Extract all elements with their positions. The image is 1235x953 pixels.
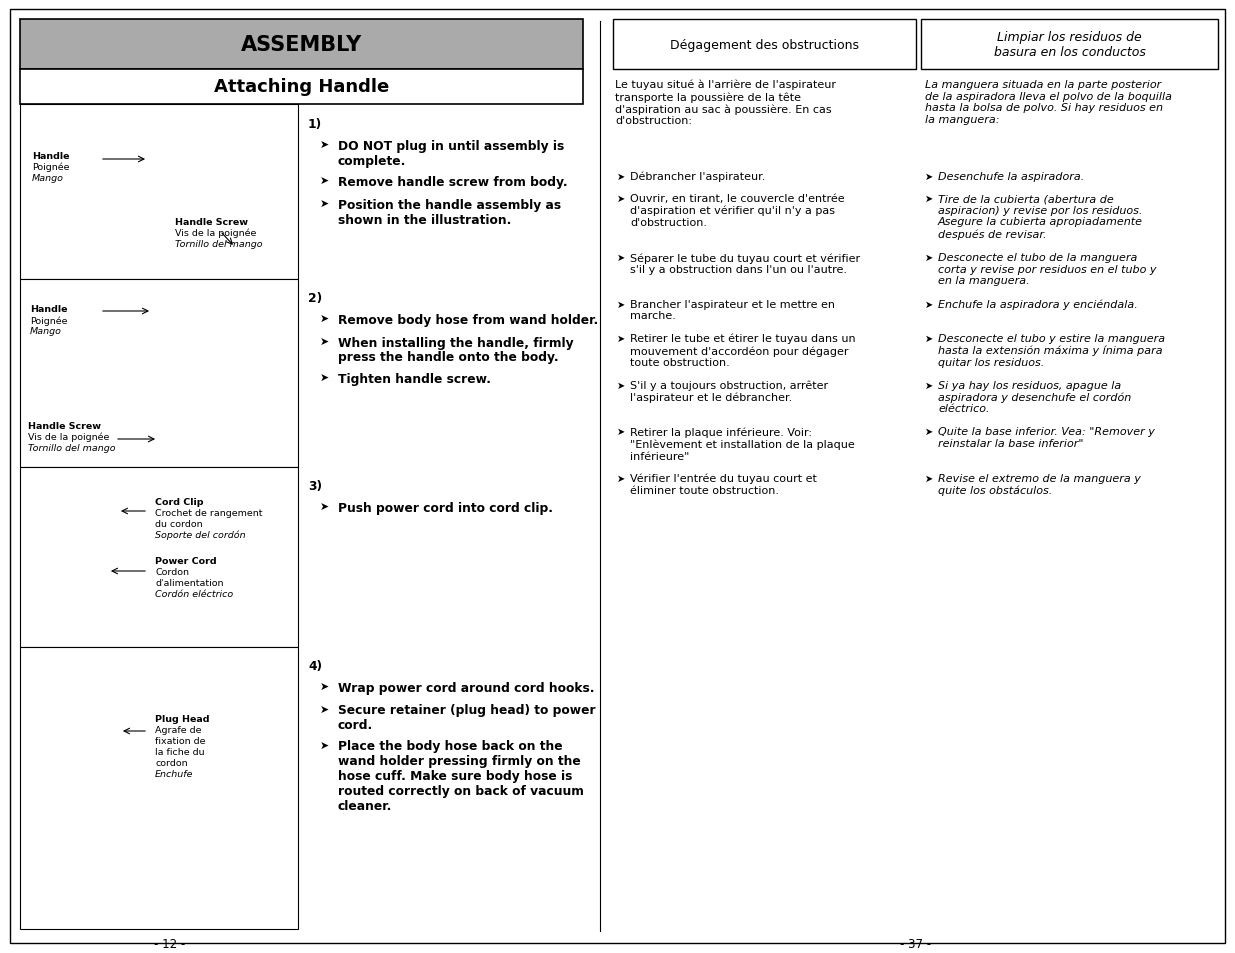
Text: ➤: ➤ (925, 299, 934, 310)
Text: ➤: ➤ (925, 334, 934, 344)
Text: ➤: ➤ (320, 336, 329, 346)
Text: ➤: ➤ (618, 427, 625, 436)
Text: Secure retainer (plug head) to power
cord.: Secure retainer (plug head) to power cor… (338, 703, 595, 732)
Text: ➤: ➤ (618, 474, 625, 483)
Text: ➤: ➤ (925, 172, 934, 182)
Text: Tighten handle screw.: Tighten handle screw. (338, 372, 492, 385)
Text: Crochet de rangement: Crochet de rangement (156, 509, 263, 517)
Text: Remove handle screw from body.: Remove handle screw from body. (338, 175, 568, 189)
Text: Agrafe de: Agrafe de (156, 725, 201, 734)
Text: ➤: ➤ (618, 380, 625, 390)
Text: Ouvrir, en tirant, le couvercle d'entrée
d'aspiration et vérifier qu'il n'y a pa: Ouvrir, en tirant, le couvercle d'entrée… (630, 194, 845, 228)
Text: ➤: ➤ (320, 681, 329, 691)
Text: Push power cord into cord clip.: Push power cord into cord clip. (338, 501, 553, 515)
Text: - 12 -: - 12 - (154, 937, 185, 950)
Text: La manguera situada en la parte posterior
de la aspiradora lleva el polvo de la : La manguera situada en la parte posterio… (925, 80, 1172, 125)
FancyBboxPatch shape (20, 647, 298, 929)
Text: cordon: cordon (156, 759, 188, 767)
Text: du cordon: du cordon (156, 519, 203, 529)
Text: ➤: ➤ (618, 194, 625, 204)
Text: Cord Clip: Cord Clip (156, 497, 204, 506)
Text: DO NOT plug in until assembly is
complete.: DO NOT plug in until assembly is complet… (338, 140, 564, 168)
Text: ➤: ➤ (320, 140, 329, 150)
Text: Séparer le tube du tuyau court et vérifier
s'il y a obstruction dans l'un ou l'a: Séparer le tube du tuyau court et vérifi… (630, 253, 860, 274)
Text: ➤: ➤ (618, 334, 625, 344)
Text: ➤: ➤ (925, 474, 934, 483)
Text: 3): 3) (308, 479, 322, 493)
Text: ➤: ➤ (925, 194, 934, 204)
FancyBboxPatch shape (20, 20, 583, 70)
Text: Desconecte el tubo y estire la manguera
hasta la extensión máxima y ínima para
q: Desconecte el tubo y estire la manguera … (939, 334, 1165, 368)
Text: Power Cord: Power Cord (156, 557, 216, 565)
Text: Position the handle assembly as
shown in the illustration.: Position the handle assembly as shown in… (338, 198, 561, 226)
Text: ➤: ➤ (618, 253, 625, 263)
FancyBboxPatch shape (613, 20, 916, 70)
Text: ASSEMBLY: ASSEMBLY (241, 35, 363, 55)
Text: Brancher l'aspirateur et le mettre en
marche.: Brancher l'aspirateur et le mettre en ma… (630, 299, 835, 321)
Text: ➤: ➤ (320, 372, 329, 382)
Text: Quite la base inferior. Vea: "Remover y
reinstalar la base inferior": Quite la base inferior. Vea: "Remover y … (939, 427, 1155, 448)
Text: Débrancher l'aspirateur.: Débrancher l'aspirateur. (630, 172, 766, 182)
Text: Le tuyau situé à l'arrière de l'aspirateur
transporte la poussière de la tête
d': Le tuyau situé à l'arrière de l'aspirate… (615, 80, 836, 127)
Text: ➤: ➤ (925, 253, 934, 263)
Text: Soporte del cordón: Soporte del cordón (156, 531, 246, 540)
Text: ➤: ➤ (320, 175, 329, 186)
Text: ➤: ➤ (925, 380, 934, 390)
Text: S'il y a toujours obstruction, arrêter
l'aspirateur et le débrancher.: S'il y a toujours obstruction, arrêter l… (630, 380, 829, 403)
Text: Handle: Handle (32, 152, 69, 161)
Text: Handle Screw: Handle Screw (28, 421, 101, 431)
FancyBboxPatch shape (20, 468, 298, 647)
FancyBboxPatch shape (921, 20, 1218, 70)
Text: 1): 1) (308, 118, 322, 131)
Text: When installing the handle, firmly
press the handle onto the body.: When installing the handle, firmly press… (338, 336, 573, 364)
FancyBboxPatch shape (20, 280, 298, 468)
Text: Tornillo del mango: Tornillo del mango (28, 443, 116, 453)
Text: Poignée: Poignée (30, 315, 68, 325)
Text: ➤: ➤ (618, 172, 625, 182)
Text: ➤: ➤ (320, 501, 329, 512)
Text: ➤: ➤ (618, 299, 625, 310)
Text: fixation de: fixation de (156, 737, 205, 745)
Text: Vis de la poignée: Vis de la poignée (28, 433, 110, 442)
Text: Vérifier l'entrée du tuyau court et
éliminer toute obstruction.: Vérifier l'entrée du tuyau court et élim… (630, 474, 816, 496)
Text: Si ya hay los residuos, apague la
aspiradora y desenchufe el cordón
eléctrico.: Si ya hay los residuos, apague la aspira… (939, 380, 1131, 414)
Text: Cordón eléctrico: Cordón eléctrico (156, 589, 233, 598)
FancyBboxPatch shape (20, 105, 298, 280)
Text: Enchufe: Enchufe (156, 769, 194, 779)
Text: Mango: Mango (30, 327, 62, 335)
Text: 4): 4) (308, 659, 322, 672)
Text: d'alimentation: d'alimentation (156, 578, 224, 587)
Text: Retirer la plaque inférieure. Voir:
"Enlèvement et installation de la plaque
inf: Retirer la plaque inférieure. Voir: "Enl… (630, 427, 855, 461)
Text: ➤: ➤ (925, 427, 934, 436)
Text: Revise el extremo de la manguera y
quite los obstáculos.: Revise el extremo de la manguera y quite… (939, 474, 1141, 496)
Text: Mango: Mango (32, 173, 64, 183)
Text: Tire de la cubierta (abertura de
aspiracion) y revise por los residuos.
Asegure : Tire de la cubierta (abertura de aspirac… (939, 194, 1144, 239)
FancyBboxPatch shape (20, 70, 583, 105)
Text: Place the body hose back on the
wand holder pressing firmly on the
hose cuff. Ma: Place the body hose back on the wand hol… (338, 740, 584, 813)
Text: Handle: Handle (30, 305, 68, 314)
Text: ➤: ➤ (320, 314, 329, 324)
Text: Attaching Handle: Attaching Handle (215, 78, 389, 96)
Text: Handle Screw: Handle Screw (175, 218, 248, 227)
FancyBboxPatch shape (10, 10, 1225, 943)
Text: Poignée: Poignée (32, 163, 69, 172)
Text: Limpiar los residuos de
basura en los conductos: Limpiar los residuos de basura en los co… (994, 30, 1145, 59)
Text: Vis de la poignée: Vis de la poignée (175, 229, 257, 238)
Text: Dégagement des obstructions: Dégagement des obstructions (671, 38, 860, 51)
Text: Plug Head: Plug Head (156, 714, 210, 723)
Text: Enchufe la aspiradora y enciéndala.: Enchufe la aspiradora y enciéndala. (939, 299, 1137, 310)
Text: Wrap power cord around cord hooks.: Wrap power cord around cord hooks. (338, 681, 594, 695)
Text: Tornillo del mango: Tornillo del mango (175, 240, 263, 249)
Text: Cordon: Cordon (156, 567, 189, 577)
Text: 2): 2) (308, 292, 322, 305)
Text: ➤: ➤ (320, 198, 329, 209)
Text: ➤: ➤ (320, 740, 329, 750)
Text: ➤: ➤ (320, 703, 329, 714)
Text: Remove body hose from wand holder.: Remove body hose from wand holder. (338, 314, 598, 327)
Text: Desenchufe la aspiradora.: Desenchufe la aspiradora. (939, 172, 1084, 182)
Text: Retirer le tube et étirer le tuyau dans un
mouvement d'accordéon pour dégager
to: Retirer le tube et étirer le tuyau dans … (630, 334, 856, 368)
Text: - 37 -: - 37 - (900, 937, 931, 950)
Text: Desconecte el tubo de la manguera
corta y revise por residuos en el tubo y
en la: Desconecte el tubo de la manguera corta … (939, 253, 1156, 286)
Text: la fiche du: la fiche du (156, 747, 205, 757)
